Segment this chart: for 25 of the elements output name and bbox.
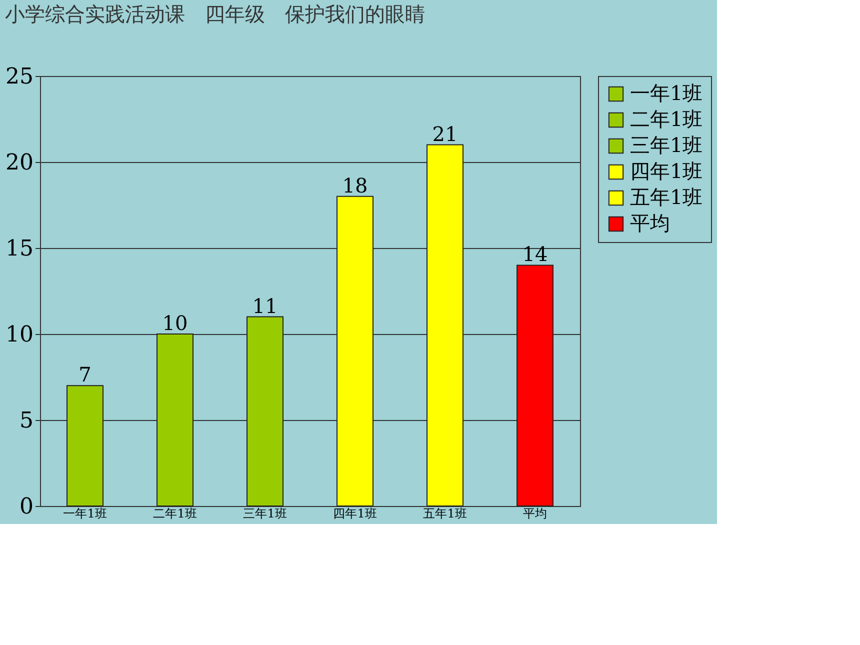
chart-title: 小学综合实践活动课 四年级 保护我们的眼睛 (5, 2, 426, 26)
y-tick-label: 20 (6, 150, 34, 176)
data-label: 21 (432, 122, 458, 146)
y-tick-label: 25 (6, 64, 34, 90)
legend-label: 二年1班 (630, 107, 703, 131)
legend-label: 四年1班 (630, 159, 703, 183)
y-tick-label: 5 (20, 408, 34, 434)
data-label: 14 (522, 242, 548, 266)
x-tick-label: 五年1班 (423, 506, 467, 520)
x-tick-label: 平均 (523, 506, 547, 520)
legend-label: 三年1班 (630, 133, 703, 157)
y-tick-label: 0 (20, 494, 34, 520)
data-label: 10 (162, 311, 188, 335)
legend-label: 五年1班 (630, 185, 703, 209)
x-tick-label: 二年1班 (153, 506, 197, 520)
data-label: 11 (252, 294, 278, 318)
data-label: 7 (78, 362, 92, 387)
data-label: 18 (342, 173, 368, 198)
legend-label: 一年1班 (630, 81, 703, 105)
x-tick-label: 一年1班 (63, 506, 107, 520)
x-tick-label: 四年1班 (333, 506, 377, 520)
y-tick-label: 15 (6, 236, 34, 262)
y-tick-label: 10 (6, 322, 34, 348)
legend-label: 平均 (630, 211, 670, 235)
x-tick-label: 三年1班 (243, 506, 287, 520)
